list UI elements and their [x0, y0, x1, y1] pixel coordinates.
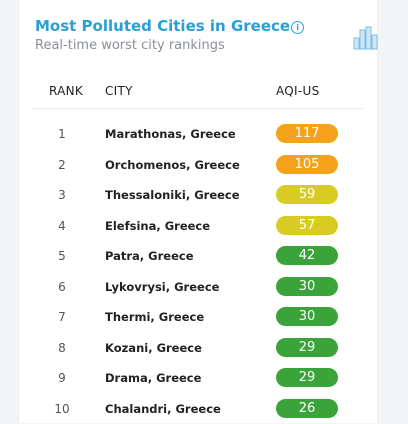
- rank-cell: 5: [33, 249, 91, 263]
- rank-cell: 1: [33, 127, 91, 141]
- rank-cell: 10: [33, 402, 91, 416]
- aqi-badge: 105: [276, 155, 338, 174]
- info-icon[interactable]: i: [291, 21, 304, 34]
- rank-cell: 7: [33, 310, 91, 324]
- city-link[interactable]: Drama, Greece: [105, 371, 201, 385]
- column-header-city: CITY: [105, 84, 133, 98]
- aqi-badge: 117: [276, 124, 338, 143]
- column-header-aqi: AQI-US: [276, 84, 320, 98]
- aqi-badge: 29: [276, 368, 338, 387]
- city-link[interactable]: Thermi, Greece: [105, 310, 204, 324]
- city-link[interactable]: Chalandri, Greece: [105, 402, 221, 416]
- ranking-card: Most Polluted Cities in Greece i Real-ti…: [18, 0, 378, 423]
- card-subtitle: Real-time worst city rankings: [35, 38, 365, 53]
- rank-cell: 2: [33, 158, 91, 172]
- aqi-badge: 26: [276, 399, 338, 418]
- table-row[interactable]: 9 Drama, Greece 29: [33, 363, 363, 394]
- table-row[interactable]: 2 Orchomenos, Greece 105: [33, 150, 363, 181]
- table-row[interactable]: 6 Lykovrysi, Greece 30: [33, 272, 363, 303]
- title-row: Most Polluted Cities in Greece i: [35, 16, 365, 36]
- aqi-badge: 30: [276, 277, 338, 296]
- city-link[interactable]: Kozani, Greece: [105, 341, 202, 355]
- rank-cell: 8: [33, 341, 91, 355]
- aqi-badge: 30: [276, 307, 338, 326]
- city-link[interactable]: Thessaloniki, Greece: [105, 188, 240, 202]
- table-row[interactable]: 5 Patra, Greece 42: [33, 241, 363, 272]
- table-row[interactable]: 4 Elefsina, Greece 57: [33, 211, 363, 242]
- column-header-rank: RANK: [49, 84, 83, 98]
- table-row[interactable]: 1 Marathonas, Greece 117: [33, 119, 363, 150]
- aqi-badge: 59: [276, 185, 338, 204]
- aqi-badge: 29: [276, 338, 338, 357]
- aqi-badge: 42: [276, 246, 338, 265]
- city-link[interactable]: Orchomenos, Greece: [105, 158, 240, 172]
- table-row[interactable]: 7 Thermi, Greece 30: [33, 302, 363, 333]
- ranking-table: RANK CITY AQI-US 1 Marathonas, Greece 117 2…: [33, 76, 363, 424]
- bar-chart-icon[interactable]: [353, 26, 379, 50]
- table-row[interactable]: 8 Kozani, Greece 29: [33, 333, 363, 364]
- table-header: RANK CITY AQI-US: [33, 76, 363, 109]
- table-body: 1 Marathonas, Greece 117 2 Orchomenos, Greec…: [33, 109, 363, 424]
- table-row[interactable]: 10 Chalandri, Greece 26: [33, 394, 363, 424]
- city-link[interactable]: Marathonas, Greece: [105, 127, 236, 141]
- rank-cell: 6: [33, 280, 91, 294]
- rank-cell: 9: [33, 371, 91, 385]
- rank-cell: 4: [33, 219, 91, 233]
- city-link[interactable]: Patra, Greece: [105, 249, 194, 263]
- card-title[interactable]: Most Polluted Cities in Greece: [35, 17, 290, 35]
- rank-cell: 3: [33, 188, 91, 202]
- city-link[interactable]: Lykovrysi, Greece: [105, 280, 219, 294]
- aqi-badge: 57: [276, 216, 338, 235]
- city-link[interactable]: Elefsina, Greece: [105, 219, 210, 233]
- table-row[interactable]: 3 Thessaloniki, Greece 59: [33, 180, 363, 211]
- card-header: Most Polluted Cities in Greece i Real-ti…: [35, 16, 365, 58]
